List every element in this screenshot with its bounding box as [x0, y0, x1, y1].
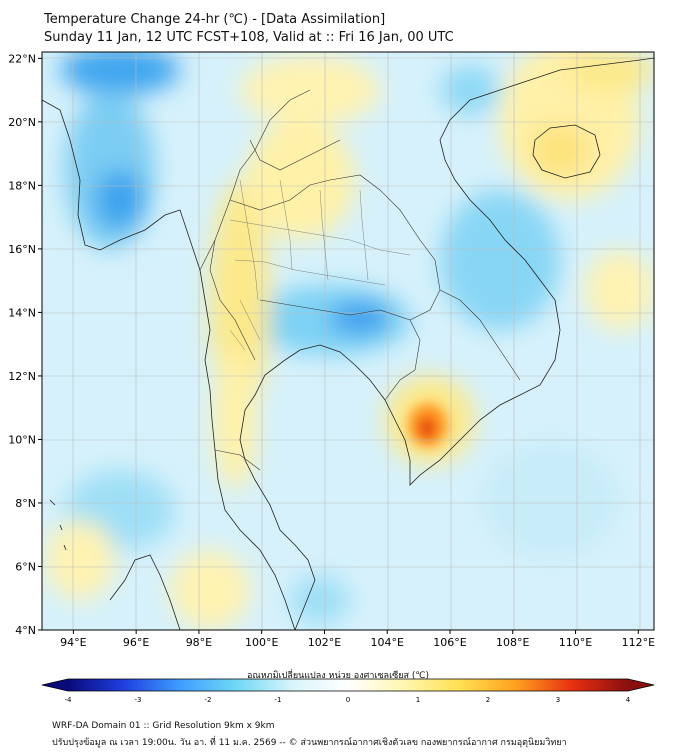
lon-tick-label: 94°E — [60, 636, 86, 649]
lat-tick-label: 16°N — [8, 243, 36, 256]
colorbar-max-arrow — [628, 679, 654, 691]
latitude-labels: 22°N 20°N 18°N 16°N 14°N 12°N 10°N 8°N 6°N 4°N — [8, 52, 42, 637]
map-gridlines — [42, 52, 654, 630]
map-title: Temperature Change 24-hr (℃) - [Data Ass… — [44, 12, 386, 27]
lon-tick-label: 96°E — [123, 636, 149, 649]
footer-model-info: WRF-DA Domain 01 :: Grid Resolution 9km … — [52, 721, 275, 731]
coastlines — [42, 57, 654, 630]
lat-tick-label: 22°N — [8, 52, 36, 65]
lat-tick-label: 4°N — [15, 624, 36, 637]
lat-tick-label: 14°N — [8, 306, 36, 319]
colorbar-ticks: -4 -3 -2 -1 0 1 2 3 4 — [65, 696, 631, 704]
country-borders — [199, 89, 521, 471]
colorbar-tick-label: 2 — [486, 696, 490, 704]
map-frame — [41, 51, 655, 631]
colorbar-bar — [68, 679, 628, 691]
colorbar-tick-label: -3 — [135, 696, 142, 704]
footer-credits: ปรับปรุงข้อมูล ณ เวลา 19:00น. วัน อา. ที… — [52, 738, 567, 748]
colorbar-tick-label: -2 — [205, 696, 212, 704]
lat-tick-label: 10°N — [8, 433, 36, 446]
temperature-change-map: 22°N 20°N 18°N 16°N 14°N 12°N 10°N 8°N 6°N 4°N 94… — [8, 51, 655, 649]
lon-tick-label: 112°E — [622, 636, 655, 649]
lat-tick-label: 6°N — [15, 560, 36, 573]
longitude-labels: 94°E 96°E 98°E 100°E 102°E 104°E 106°E 108°E 110… — [60, 630, 655, 649]
lat-tick-label: 20°N — [8, 116, 36, 129]
colorbar-tick-label: -1 — [275, 696, 282, 704]
colorbar: -4 -3 -2 -1 0 1 2 3 4 — [41, 678, 655, 704]
province-borders — [229, 179, 411, 351]
colorbar-min-arrow — [42, 679, 68, 691]
colorbar-label: อุณหภูมิเปลี่ยนแปลง หน่วย องศาเซลเซียส (… — [246, 671, 430, 681]
colorbar-tick-label: 3 — [556, 696, 560, 704]
lon-tick-label: 104°E — [371, 636, 404, 649]
lon-tick-label: 100°E — [245, 636, 278, 649]
map-subtitle: Sunday 11 Jan, 12 UTC FCST+108, Valid at… — [44, 30, 454, 45]
colorbar-tick-label: 4 — [626, 696, 631, 704]
lon-tick-label: 110°E — [559, 636, 592, 649]
lon-tick-label: 106°E — [433, 636, 466, 649]
lat-tick-label: 12°N — [8, 370, 36, 383]
lat-tick-label: 18°N — [8, 179, 36, 192]
lon-tick-label: 102°E — [308, 636, 341, 649]
lon-tick-label: 108°E — [496, 636, 529, 649]
colorbar-tick-label: 0 — [346, 696, 350, 704]
colorbar-outline — [41, 678, 655, 692]
colorbar-tick-label: 1 — [416, 696, 420, 704]
temperature-field — [42, 52, 654, 630]
colorbar-tick-label: -4 — [65, 696, 73, 704]
lat-tick-label: 8°N — [15, 497, 36, 510]
lon-tick-label: 98°E — [186, 636, 212, 649]
